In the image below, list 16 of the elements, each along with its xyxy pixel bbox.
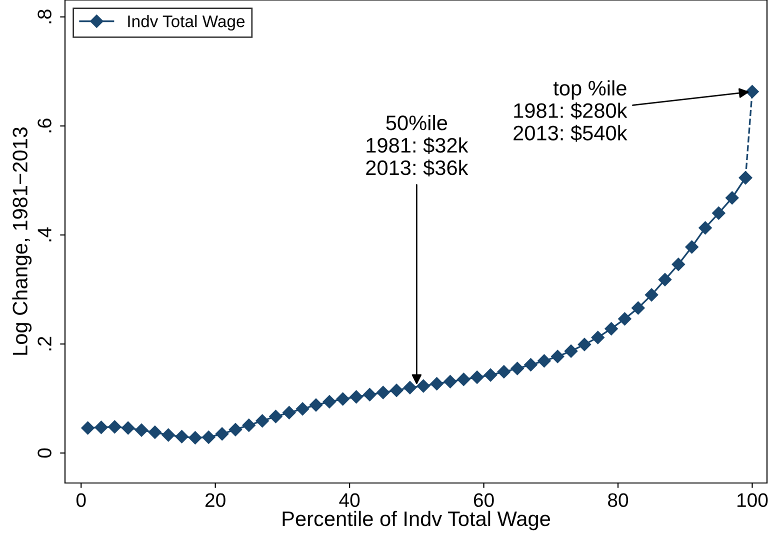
y-tick-label: .4 (38, 227, 52, 242)
x-tick-label: 40 (339, 493, 360, 508)
x-tick-label: 100 (738, 493, 768, 508)
y-axis-title: Log Change, 1981−2013 (12, 127, 32, 355)
x-tick-label: 60 (474, 493, 494, 508)
x-tick-label: 0 (76, 493, 86, 508)
y-tick-label: .2 (38, 336, 52, 350)
x-tick-label: 20 (206, 493, 226, 508)
annotation: 50%ile 1981: $32k 2013: $36k (366, 114, 468, 176)
y-tick-label: 0 (38, 448, 52, 458)
legend-label: Indv Total Wage (128, 15, 245, 31)
annotation: top %ile 1981: $280k 2013: $540k (514, 80, 628, 142)
x-axis-title: Percentile of Indv Total Wage (282, 510, 550, 530)
x-tick-label: 80 (608, 493, 628, 508)
y-tick-label: .6 (38, 118, 52, 132)
y-tick-label: .8 (38, 10, 52, 24)
